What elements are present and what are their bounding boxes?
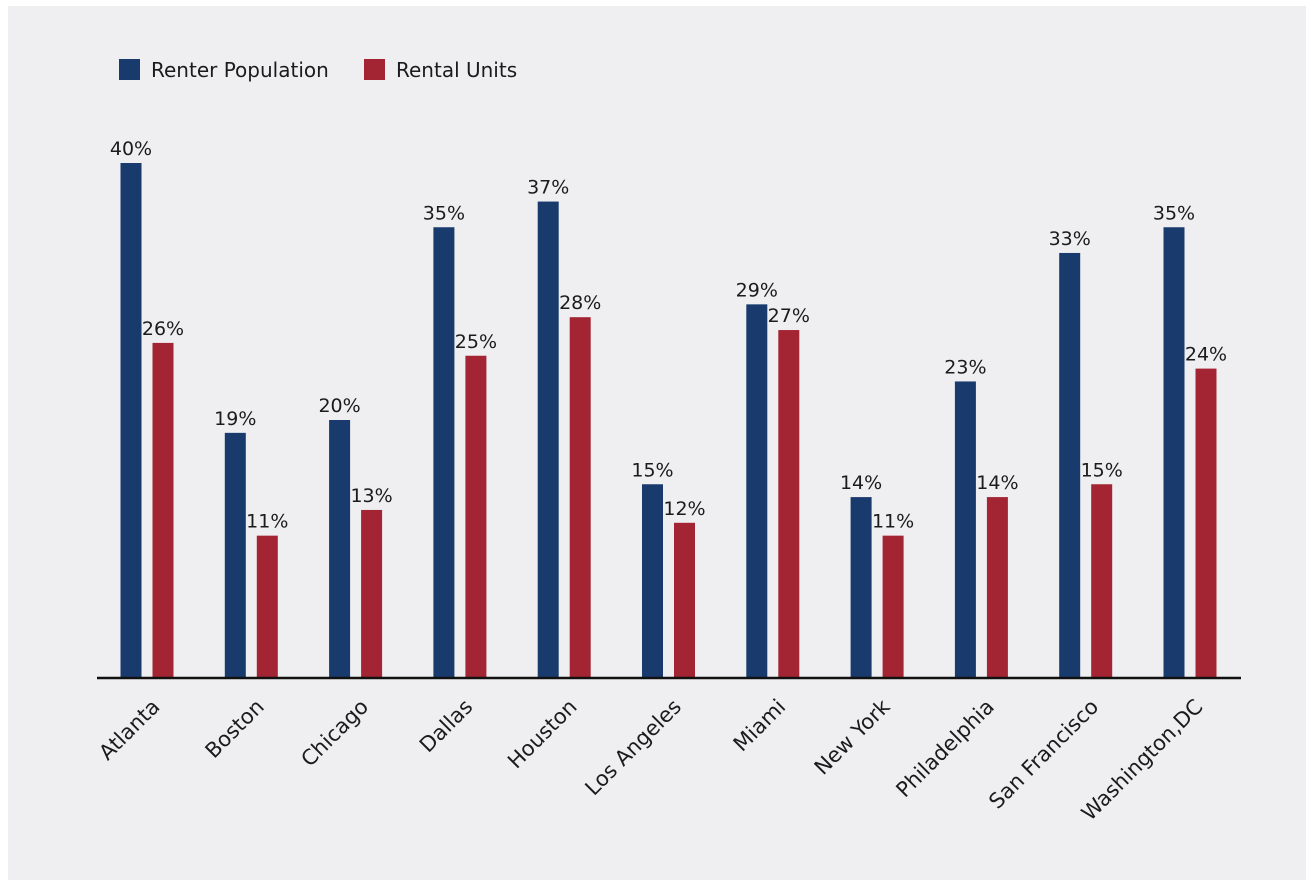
bar-renter-population-houston bbox=[537, 201, 559, 678]
bar-rental-units-dallas bbox=[465, 355, 487, 677]
bar-rental-units-atlanta bbox=[152, 342, 174, 677]
bar-renter-population-boston bbox=[224, 432, 246, 677]
bar-renter-population-miami bbox=[746, 304, 768, 677]
value-label-renter-population-chicago: 20% bbox=[318, 395, 360, 417]
x-tick-label-boston: Boston bbox=[201, 695, 269, 763]
bar-renter-population-chicago bbox=[329, 420, 351, 677]
bar-renter-population-los-angeles bbox=[642, 484, 663, 677]
bar-renter-population-philadelphia bbox=[954, 381, 976, 677]
value-label-renter-population-los-angeles: 15% bbox=[631, 459, 673, 481]
value-label-rental-units-houston: 28% bbox=[559, 292, 601, 314]
legend: Renter Population Rental Units bbox=[119, 58, 517, 82]
value-label-renter-population-san-francisco: 33% bbox=[1049, 228, 1091, 250]
chart-frame: Renter Population Rental Units 40% 26% 19% 1… bbox=[8, 6, 1306, 880]
value-label-rental-units-philadelphia: 14% bbox=[976, 472, 1018, 494]
value-label-rental-units-san-francisco: 15% bbox=[1081, 459, 1123, 481]
value-label-rental-units-atlanta: 26% bbox=[142, 318, 184, 340]
value-label-rental-units-dallas: 25% bbox=[455, 331, 497, 353]
x-tick-label-dallas: Dallas bbox=[415, 695, 478, 758]
x-tick-label-los-angeles: Los Angeles bbox=[580, 695, 686, 801]
bar-renter-population-new-york bbox=[850, 497, 872, 677]
value-label-rental-units-new-york: 11% bbox=[872, 511, 914, 533]
bar-renter-population-dallas bbox=[433, 227, 455, 677]
bar-rental-units-houston bbox=[569, 317, 591, 677]
value-label-rental-units-miami: 27% bbox=[768, 305, 810, 327]
bar-rental-units-philadelphia bbox=[986, 497, 1008, 677]
value-label-renter-population-new-york: 14% bbox=[840, 472, 882, 494]
value-label-renter-population-miami: 29% bbox=[736, 279, 778, 301]
bar-chart: Renter Population Rental Units 40% 26% 19% 1… bbox=[94, 58, 1241, 825]
x-tick-label-miami: Miami bbox=[729, 695, 791, 757]
value-label-renter-population-philadelphia: 23% bbox=[944, 356, 986, 378]
value-label-rental-units-boston: 11% bbox=[246, 511, 288, 533]
bar-rental-units-boston bbox=[256, 535, 278, 677]
bar-rental-units-new-york bbox=[882, 535, 904, 677]
value-label-rental-units-los-angeles: 12% bbox=[663, 498, 705, 520]
bar-rental-units-los-angeles bbox=[674, 522, 695, 677]
x-tick-label-chicago: Chicago bbox=[296, 695, 373, 772]
bar-renter-population-atlanta bbox=[120, 163, 142, 677]
value-label-renter-population-atlanta: 40% bbox=[110, 138, 152, 160]
x-tick-label-philadelphia: Philadelphia bbox=[891, 695, 998, 802]
bar-rental-units-miami bbox=[778, 330, 800, 677]
x-tick-label-atlanta: Atlanta bbox=[94, 695, 164, 765]
value-label-renter-population-dallas: 35% bbox=[423, 202, 465, 224]
value-label-renter-population-houston: 37% bbox=[527, 177, 569, 199]
legend-swatch-renter-population bbox=[119, 59, 140, 80]
bar-rental-units-chicago bbox=[361, 509, 383, 677]
bar-rental-units-washington-dc bbox=[1195, 368, 1217, 677]
value-label-renter-population-washington-dc: 35% bbox=[1153, 202, 1195, 224]
bar-rental-units-san-francisco bbox=[1091, 484, 1113, 677]
x-tick-label-san-francisco: San Francisco bbox=[984, 695, 1103, 814]
bar-renter-population-washington-dc bbox=[1163, 227, 1185, 677]
value-labels-group: 40% 26% 19% 11% 20% 13% 35% 25% 37% 28% 15% 12% 29% 2… bbox=[110, 138, 1227, 533]
value-label-renter-population-boston: 19% bbox=[214, 408, 256, 430]
x-tick-label-new-york: New York bbox=[810, 694, 896, 780]
value-label-rental-units-washington-dc: 24% bbox=[1185, 344, 1227, 366]
legend-label-renter-population: Renter Population bbox=[151, 58, 329, 82]
bars-group bbox=[120, 163, 1217, 678]
legend-swatch-rental-units bbox=[364, 59, 385, 80]
x-tick-label-houston: Houston bbox=[503, 695, 582, 774]
legend-label-rental-units: Rental Units bbox=[396, 58, 517, 82]
bar-renter-population-san-francisco bbox=[1059, 252, 1081, 677]
value-label-rental-units-chicago: 13% bbox=[350, 485, 392, 507]
